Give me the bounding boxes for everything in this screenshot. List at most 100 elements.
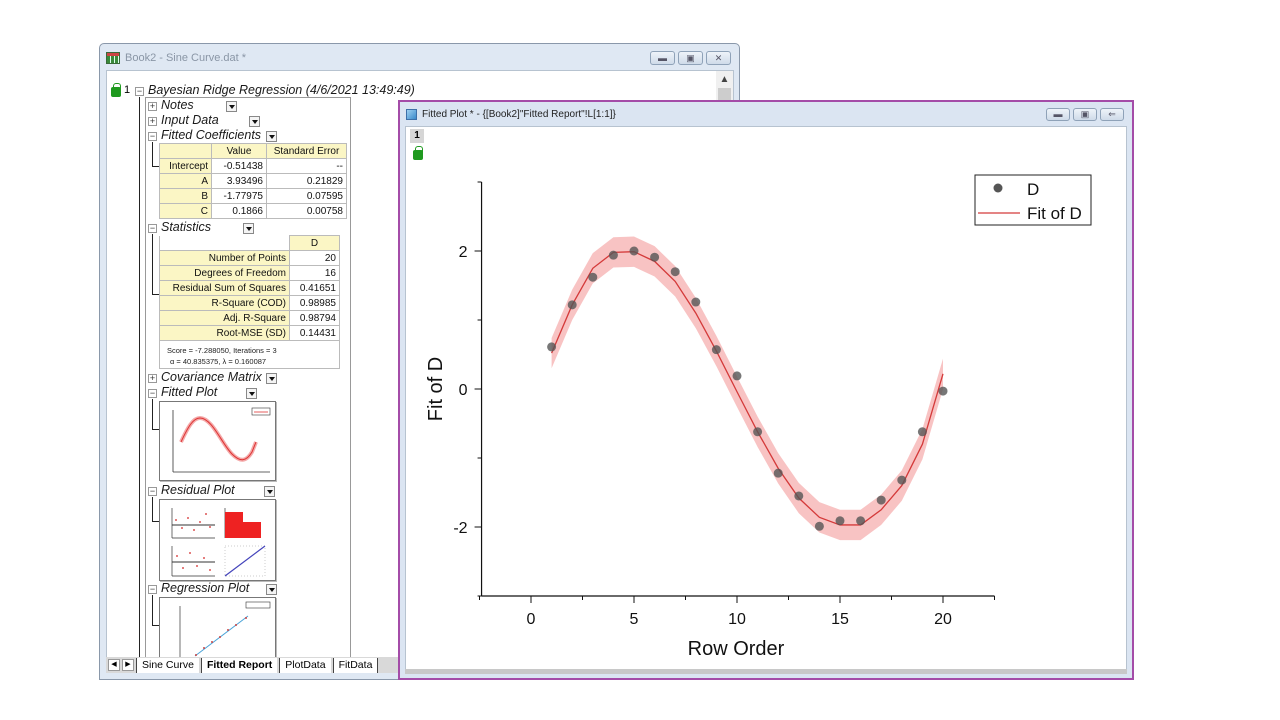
row-label: R-Square (COD) bbox=[159, 295, 290, 311]
collapse-icon[interactable]: − bbox=[148, 388, 157, 398]
workbook-title: Book2 - Sine Curve.dat * bbox=[125, 52, 247, 64]
sheet-tab-plotdata[interactable]: PlotData bbox=[279, 657, 331, 673]
collapse-icon[interactable]: − bbox=[148, 584, 157, 594]
svg-text:0: 0 bbox=[459, 382, 468, 399]
residual-plot-thumbnail[interactable] bbox=[159, 499, 276, 581]
cell-std-error[interactable]: 0.07595 bbox=[266, 188, 347, 204]
tree-line bbox=[152, 142, 153, 166]
tree-line bbox=[152, 399, 153, 429]
cell-value[interactable]: 20 bbox=[289, 250, 340, 266]
data-point bbox=[711, 345, 721, 355]
data-point bbox=[608, 250, 618, 260]
tree-node-notes[interactable]: Notes bbox=[161, 98, 194, 112]
data-point bbox=[753, 427, 763, 437]
fitted-plot-thumbnail[interactable] bbox=[159, 401, 276, 481]
statistics-note: Score = -7.288050, Iterations = 3 α = 40… bbox=[167, 345, 277, 367]
data-point bbox=[691, 297, 701, 307]
minimize-button[interactable]: ▬ bbox=[1046, 108, 1070, 121]
cell-value[interactable]: 0.98794 bbox=[289, 310, 340, 326]
close-button[interactable]: ✕ bbox=[706, 51, 731, 65]
collapse-icon[interactable]: − bbox=[148, 131, 157, 141]
restore-down-button[interactable]: ⇐ bbox=[1100, 108, 1124, 121]
legend[interactable]: D Fit of D bbox=[974, 174, 1092, 226]
cell-std-error[interactable]: 0.00758 bbox=[266, 203, 347, 219]
covariance-dropdown-icon[interactable] bbox=[266, 373, 277, 384]
tree-node-input-data[interactable]: Input Data bbox=[161, 113, 219, 127]
row-label: Number of Points bbox=[159, 250, 290, 266]
note-line: Score = -7.288050, Iterations = 3 bbox=[167, 346, 277, 355]
statistics-dropdown-icon[interactable] bbox=[243, 223, 254, 234]
data-point bbox=[588, 272, 598, 282]
residual-plot-dropdown-icon[interactable] bbox=[264, 486, 275, 497]
data-point bbox=[547, 342, 557, 352]
sheet-tab-fitdata[interactable]: FitData bbox=[332, 657, 379, 673]
cell-std-error[interactable]: 0.21829 bbox=[266, 173, 347, 189]
minimize-button[interactable]: ▬ bbox=[650, 51, 675, 65]
tree-node-fitted-plot[interactable]: Fitted Plot bbox=[161, 385, 218, 399]
cell-value[interactable]: -1.77975 bbox=[211, 188, 267, 204]
data-point bbox=[835, 516, 845, 526]
tree-node-statistics[interactable]: Statistics bbox=[161, 220, 212, 234]
input-data-dropdown-icon[interactable] bbox=[249, 116, 260, 127]
fitted-plot-dropdown-icon[interactable] bbox=[246, 388, 257, 399]
sheet-tab-sine-curve[interactable]: Sine Curve bbox=[136, 657, 199, 673]
svg-text:10: 10 bbox=[728, 611, 746, 628]
tree-node-fitted-coefficients[interactable]: Fitted Coefficients bbox=[161, 128, 262, 142]
graph-titlebar[interactable]: Fitted Plot * - {[Book2]"Fitted Report"!… bbox=[400, 102, 1132, 126]
lock-icon[interactable] bbox=[413, 146, 423, 160]
table-header: Value bbox=[211, 143, 267, 159]
confidence-band bbox=[551, 236, 943, 541]
graph-window-controls: ▬ ▣ ⇐ bbox=[1046, 108, 1124, 121]
row-number: 1 bbox=[124, 84, 131, 96]
fitted-plot-chart[interactable]: 0 5 10 15 20 -2 0 2 Row Order Fit of D D Fit of… bbox=[406, 127, 1128, 672]
lock-icon[interactable] bbox=[111, 83, 121, 97]
row-label: B bbox=[159, 188, 212, 204]
scroll-up-icon[interactable]: ▲ bbox=[719, 74, 730, 85]
table-row: R-Square (COD) 0.98985 bbox=[159, 295, 340, 311]
collapse-icon[interactable]: − bbox=[148, 486, 157, 496]
maximize-button[interactable]: ▣ bbox=[1073, 108, 1097, 121]
row-label: Residual Sum of Squares bbox=[159, 280, 290, 296]
tree-node-residual-plot[interactable]: Residual Plot bbox=[161, 483, 235, 497]
svg-text:5: 5 bbox=[630, 611, 639, 628]
tree-line bbox=[152, 234, 153, 294]
table-row: Adj. R-Square 0.98794 bbox=[159, 310, 340, 326]
next-sheet-icon[interactable]: ▶ bbox=[122, 659, 134, 671]
tree-line bbox=[139, 97, 140, 657]
graph-page[interactable]: 1 0 5 10 15 20 -2 0 2 Row Order Fit of D D Fit … bbox=[405, 126, 1127, 671]
cell-value[interactable]: 0.1866 bbox=[211, 203, 267, 219]
cell-value[interactable]: -0.51438 bbox=[211, 158, 267, 174]
graph-icon bbox=[406, 108, 417, 120]
collapse-icon[interactable]: − bbox=[135, 86, 144, 96]
notes-dropdown-icon[interactable] bbox=[226, 101, 237, 112]
tree-node-regression-plot[interactable]: Regression Plot bbox=[161, 581, 250, 595]
tree-line bbox=[152, 294, 159, 295]
layer-number-button[interactable]: 1 bbox=[410, 129, 424, 143]
prev-sheet-icon[interactable]: ◀ bbox=[108, 659, 120, 671]
workbook-titlebar[interactable]: Book2 - Sine Curve.dat * bbox=[100, 44, 739, 72]
cell-value[interactable]: 16 bbox=[289, 265, 340, 281]
cell-value[interactable]: 3.93496 bbox=[211, 173, 267, 189]
tree-node-covariance-matrix[interactable]: Covariance Matrix bbox=[161, 370, 262, 384]
restore-button[interactable]: ▣ bbox=[678, 51, 703, 65]
cell-std-error[interactable]: -- bbox=[266, 158, 347, 174]
graph-window[interactable]: Fitted Plot * - {[Book2]"Fitted Report"!… bbox=[398, 100, 1134, 680]
row-label: Degrees of Freedom bbox=[159, 265, 290, 281]
regression-plot-thumbnail[interactable] bbox=[159, 597, 276, 658]
data-point bbox=[650, 252, 660, 262]
statistics-note-cell bbox=[159, 340, 340, 369]
expand-icon[interactable]: + bbox=[148, 116, 157, 126]
cell-value[interactable]: 0.98985 bbox=[289, 295, 340, 311]
regression-plot-dropdown-icon[interactable] bbox=[266, 584, 277, 595]
expand-icon[interactable]: + bbox=[148, 101, 157, 111]
cell-value[interactable]: 0.41651 bbox=[289, 280, 340, 296]
tree-line bbox=[152, 166, 159, 167]
fitted-coefficients-dropdown-icon[interactable] bbox=[266, 131, 277, 142]
statistics-table: D Number of Points 20 Degrees of Freedom 1… bbox=[159, 235, 340, 369]
expand-icon[interactable]: + bbox=[148, 373, 157, 383]
svg-text:15: 15 bbox=[831, 611, 849, 628]
cell-value[interactable]: 0.14431 bbox=[289, 325, 340, 341]
collapse-icon[interactable]: − bbox=[148, 223, 157, 233]
sheet-tab-fitted-report[interactable]: Fitted Report bbox=[200, 657, 278, 673]
workbook-icon bbox=[106, 52, 120, 64]
